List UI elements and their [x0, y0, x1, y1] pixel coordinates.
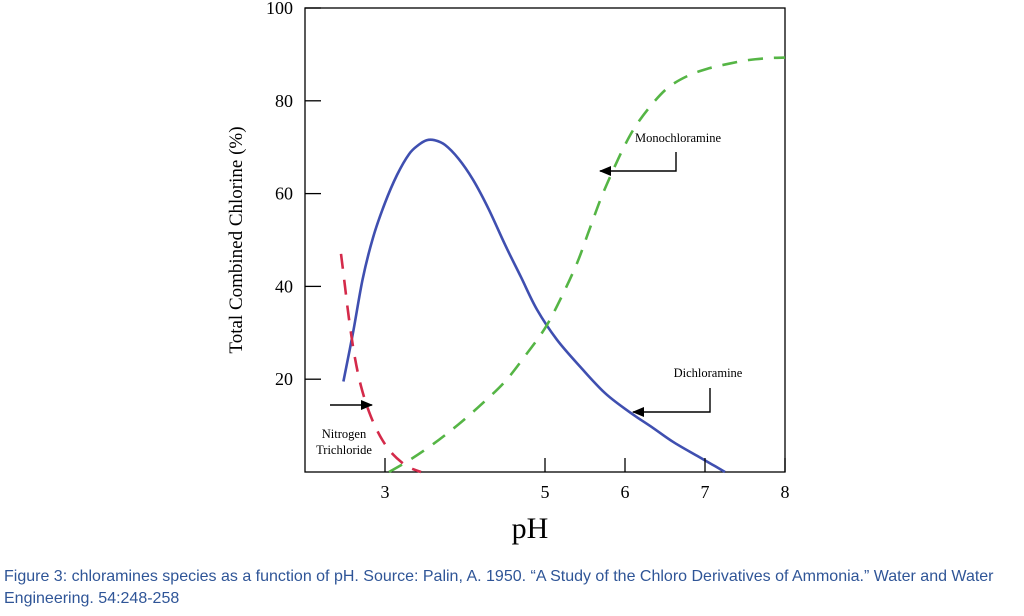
y-axis-title: Total Combined Chlorine (%): [226, 126, 247, 353]
plot-area-border: [304, 7, 786, 473]
x-tick-label: 3: [381, 482, 390, 502]
annotation-arrow: [632, 388, 711, 417]
x-axis-title: pH: [512, 512, 549, 545]
y-tick-label: 20: [275, 369, 293, 389]
annotation-line: Dichloramine: [674, 366, 743, 380]
annotation-line: Monochloramine: [635, 131, 722, 145]
annotation-arrow: [599, 152, 677, 176]
y-tick-label: 100: [266, 0, 293, 18]
plot-frame: [304, 7, 786, 473]
series-line-nitrogen-trichloride: [339, 253, 422, 474]
figure-caption: Figure 3: chloramines species as a funct…: [4, 568, 994, 607]
series-layer: [339, 56, 786, 474]
chart: 20 40 60 80 100 3 5 6 7 8 Monochloramine Dichloram…: [226, 0, 790, 545]
annotations-layer: Monochloramine Dichloramine Nitrogen Trichl…: [316, 131, 743, 457]
series-line-monochloramine: [388, 56, 786, 474]
y-tick-label: 80: [275, 91, 293, 111]
annotation-nitrogen-trichloride: Nitrogen Trichloride: [316, 427, 372, 457]
annotation-monochloramine: Monochloramine: [635, 131, 722, 145]
y-tick-label: 40: [275, 276, 293, 296]
annotation-line: Nitrogen: [322, 427, 367, 441]
x-tick-label: 8: [781, 482, 790, 502]
annotation-dichloramine: Dichloramine: [674, 366, 743, 380]
x-tick-label: 7: [701, 482, 710, 502]
x-tick-label: 5: [541, 482, 550, 502]
annotation-line: Trichloride: [316, 443, 372, 457]
y-tick-label: 60: [275, 184, 293, 204]
ticks-layer: 20 40 60 80 100 3 5 6 7 8: [266, 0, 790, 502]
x-tick-label: 6: [621, 482, 630, 502]
series-line-dichloramine: [342, 138, 726, 474]
